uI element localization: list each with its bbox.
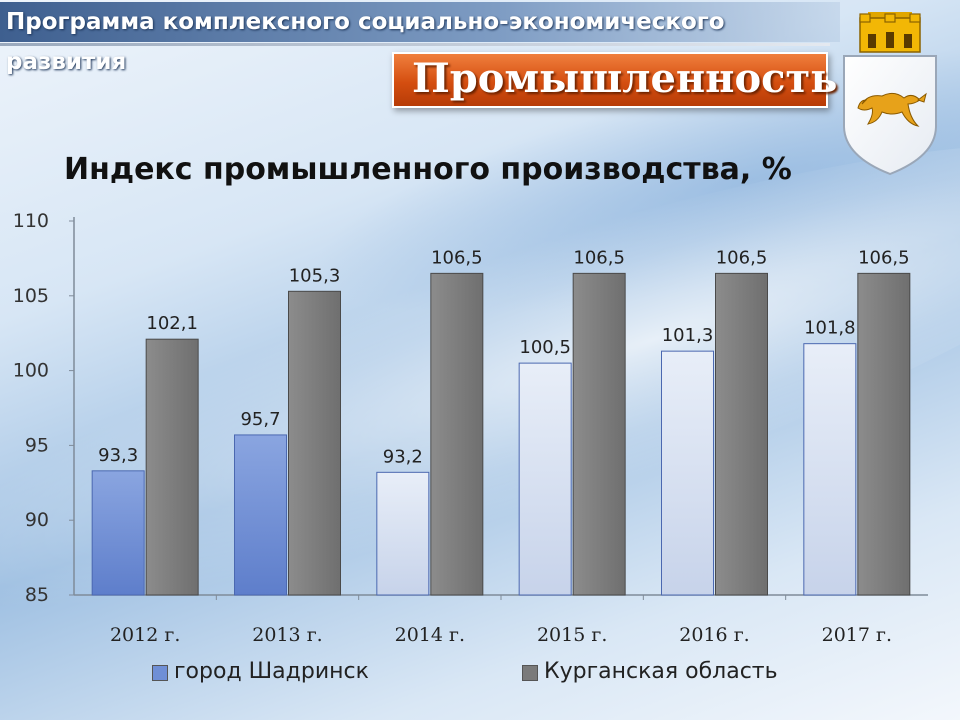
program-title: Программа комплексного социально-экономи…	[0, 2, 840, 75]
coat-of-arms-fox-icon	[843, 12, 937, 176]
bar-kurgan-2	[288, 290, 341, 596]
data-label-shadrinsk-6: 101,8	[804, 318, 856, 339]
bar-kurgan-3	[430, 272, 484, 596]
header-divider	[0, 43, 830, 46]
data-label-kurgan-5: 106,5	[716, 247, 768, 268]
y-tick-label: 95	[25, 434, 49, 456]
bar-kurgan-4	[572, 272, 626, 596]
legend-label-shadrinsk: город Шадринск	[174, 659, 369, 684]
data-label-shadrinsk-5: 101,3	[662, 325, 714, 346]
bar-shadrinsk-5	[661, 350, 714, 596]
x-tick-label: 2014 г.	[395, 624, 465, 646]
bar-shadrinsk-2	[234, 434, 287, 596]
bar-shadrinsk-6	[803, 343, 857, 596]
x-tick-label: 2013 г.	[252, 624, 322, 646]
y-tick-label: 110	[13, 210, 49, 232]
bar-shadrinsk-4	[518, 362, 572, 596]
bar-shadrinsk-3	[376, 471, 430, 596]
x-tick-label: 2012 г.	[110, 624, 180, 646]
legend-swatch-kurgan	[522, 665, 538, 681]
data-label-kurgan-1: 102,1	[146, 313, 198, 334]
bar-kurgan-5	[715, 272, 768, 596]
y-tick-label: 100	[13, 360, 49, 382]
bar-kurgan-6	[857, 272, 911, 596]
section-banner: Промышленность	[392, 52, 837, 108]
y-tick-label: 85	[25, 584, 49, 606]
data-label-shadrinsk-2: 95,7	[240, 409, 280, 430]
data-label-kurgan-4: 106,5	[573, 247, 625, 268]
data-label-kurgan-3: 106,5	[431, 247, 483, 268]
bar-kurgan-1	[145, 338, 199, 596]
data-label-kurgan-2: 105,3	[289, 265, 341, 286]
x-tick-label: 2016 г.	[679, 624, 749, 646]
y-tick-label: 105	[13, 285, 49, 307]
x-tick-label: 2015 г.	[537, 624, 607, 646]
chart-title: Индекс промышленного производства, %	[64, 152, 792, 187]
y-tick-label: 90	[25, 509, 49, 531]
data-label-shadrinsk-3: 93,2	[383, 446, 423, 467]
bar-shadrinsk-1	[91, 470, 145, 596]
bar-chart: 85 90 95 100 105 110 93,3 102,1 2012 г. 95,7 105,3…	[13, 210, 928, 646]
data-label-kurgan-6: 106,5	[858, 247, 910, 268]
data-label-shadrinsk-4: 100,5	[519, 337, 571, 358]
legend-label-kurgan: Курганская область	[544, 659, 778, 684]
data-label-shadrinsk-1: 93,3	[98, 445, 138, 466]
legend-swatch-shadrinsk	[152, 665, 168, 681]
x-tick-label: 2017 г.	[822, 624, 892, 646]
